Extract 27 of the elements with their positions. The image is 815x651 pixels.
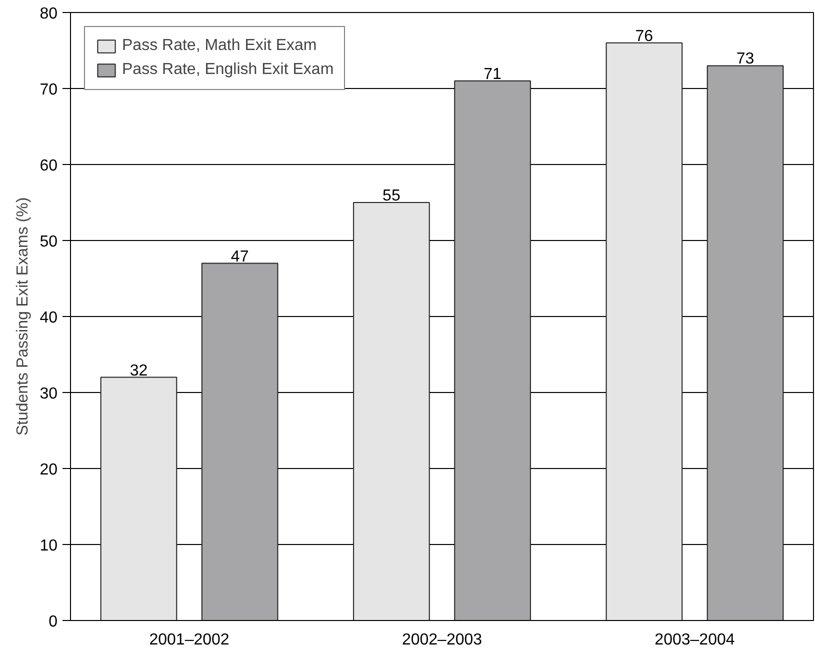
y-tick-label: 40 <box>40 310 58 326</box>
bar <box>353 202 430 620</box>
y-tick-label: 0 <box>48 614 58 630</box>
legend-label: Pass Rate, English Exit Exam <box>122 61 334 79</box>
bar <box>100 376 178 620</box>
bar <box>706 65 784 620</box>
data-label: 32 <box>130 362 148 380</box>
y-axis-title: Students Passing Exit Exams (%) <box>14 197 32 436</box>
y-tick-label: 20 <box>40 462 58 478</box>
bar <box>606 42 683 620</box>
data-label: 73 <box>736 50 754 68</box>
y-tick-label: 50 <box>40 234 58 250</box>
x-tick-label: 2001–2002 <box>149 632 230 648</box>
legend-label: Pass Rate, Math Exit Exam <box>122 37 317 55</box>
y-tick-label: 10 <box>40 538 58 554</box>
y-tick-label: 60 <box>40 158 58 174</box>
bar <box>454 80 531 620</box>
bar <box>201 262 278 620</box>
data-label: 71 <box>484 66 502 83</box>
data-label: 55 <box>382 188 400 204</box>
x-tick-label: 2003–2004 <box>654 632 735 648</box>
data-label: 47 <box>230 248 249 266</box>
x-tick-label: 2002–2003 <box>402 632 482 648</box>
y-tick-label: 80 <box>40 6 58 22</box>
y-tick-label: 70 <box>40 82 58 98</box>
data-label: 76 <box>635 28 654 45</box>
y-tick-label: 30 <box>40 386 58 402</box>
